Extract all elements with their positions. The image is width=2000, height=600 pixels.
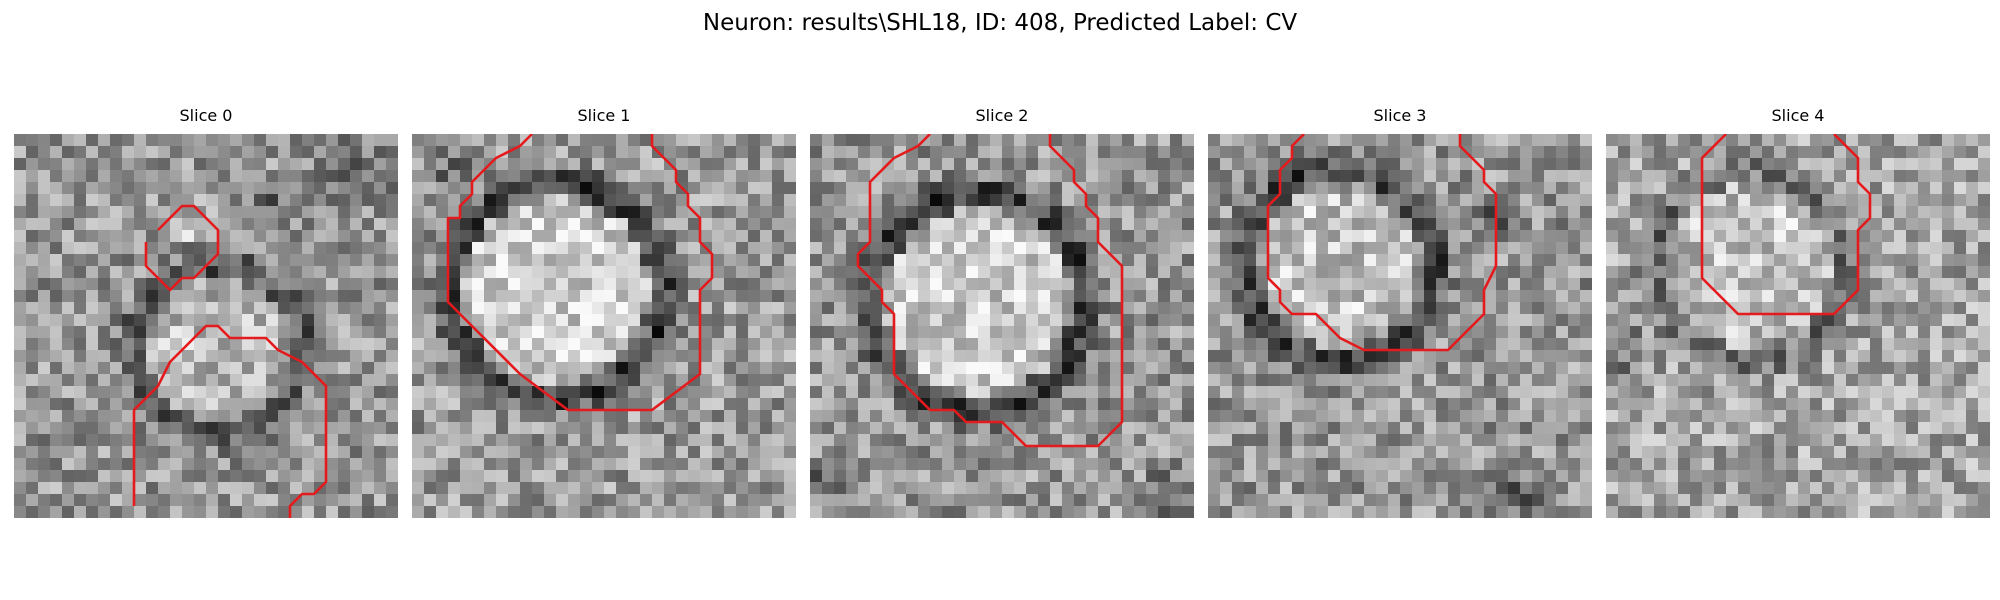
slice-image-0 <box>14 134 398 518</box>
slice-image-3 <box>1208 134 1592 518</box>
slice-image-1 <box>412 134 796 518</box>
slice-title-1: Slice 1 <box>577 106 631 125</box>
contour-line <box>1700 134 1872 316</box>
slice-title-3: Slice 3 <box>1373 106 1427 125</box>
figure-title: Neuron: results\SHL18, ID: 408, Predicte… <box>702 10 1298 36</box>
contour-line <box>144 204 220 292</box>
contour-line <box>132 324 328 518</box>
contour-line <box>446 134 714 412</box>
slice-title-2: Slice 2 <box>975 106 1029 125</box>
contour-line <box>1266 134 1498 352</box>
slice-title-0: Slice 0 <box>179 106 233 125</box>
slice-image-4 <box>1606 134 1990 518</box>
slice-image-2 <box>810 134 1194 518</box>
contour-line <box>856 134 1124 448</box>
slice-title-4: Slice 4 <box>1771 106 1825 125</box>
